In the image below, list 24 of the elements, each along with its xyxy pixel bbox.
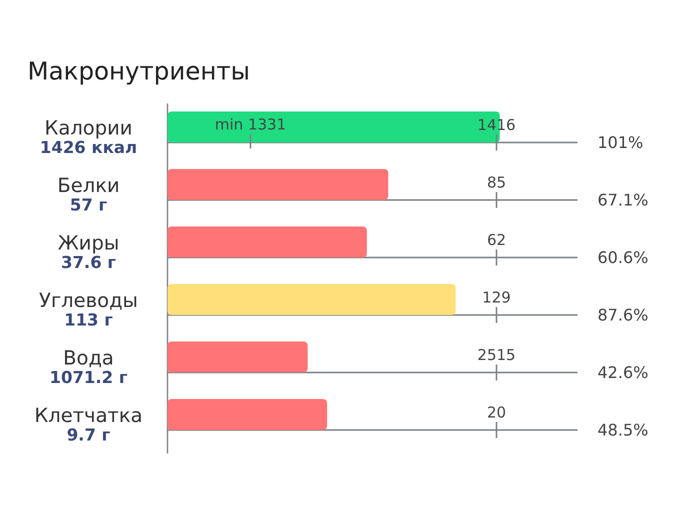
data-label: 48.5% bbox=[598, 420, 648, 440]
annotation: 62 bbox=[486, 231, 506, 249]
y-tick-label: Белки 57 г bbox=[57, 174, 120, 214]
y-tick-label: Жиры 37.6 г bbox=[58, 232, 120, 272]
data-label: 42.6% bbox=[598, 363, 648, 382]
data-label: 87.6% bbox=[598, 306, 648, 324]
bar bbox=[168, 399, 328, 430]
annotation: 2515 bbox=[477, 346, 516, 364]
data-label: 60.6% bbox=[598, 248, 648, 267]
bar bbox=[168, 342, 308, 372]
y-tick-label: Калории 1426 ккал bbox=[40, 116, 138, 157]
y-tick-label: Вода 1071.2 г bbox=[49, 346, 128, 387]
bar bbox=[168, 169, 388, 200]
chart-title: Макронутриенты bbox=[28, 56, 250, 86]
data-label: 67.1% bbox=[598, 190, 648, 210]
annotation: 20 bbox=[486, 404, 506, 422]
bar bbox=[168, 284, 456, 315]
annotation: min 1331 bbox=[214, 116, 286, 134]
annotation: 129 bbox=[482, 288, 511, 306]
y-tick-label: Клетчатка 9.7 г bbox=[34, 404, 143, 444]
annotation: 85 bbox=[486, 174, 506, 192]
data-label: 101% bbox=[598, 133, 644, 152]
y-tick-label: Углеводы 113 г bbox=[39, 289, 138, 330]
bar bbox=[168, 226, 367, 258]
